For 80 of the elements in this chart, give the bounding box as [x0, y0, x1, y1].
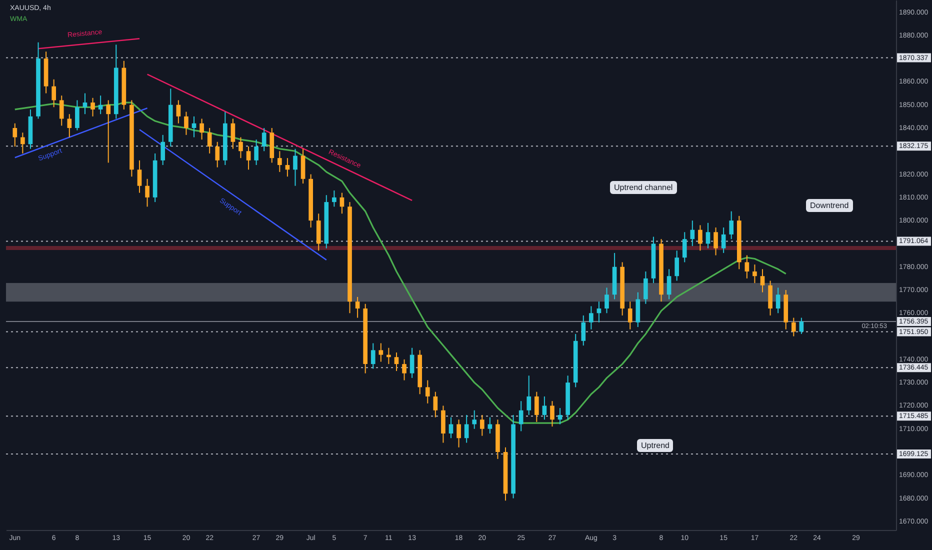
candlestick	[604, 287, 609, 314]
candlestick	[176, 100, 181, 124]
candlestick	[456, 419, 461, 448]
candlestick	[378, 342, 384, 362]
candlestick	[230, 118, 236, 150]
candlestick	[98, 95, 103, 115]
candlestick	[370, 342, 376, 370]
candlestick	[752, 264, 757, 284]
candlestick	[760, 268, 765, 293]
candlestick	[666, 268, 672, 300]
candlestick	[75, 100, 80, 131]
candlestick	[542, 396, 547, 420]
candlestick	[200, 118, 204, 140]
candlestick	[332, 190, 336, 208]
candlestick	[293, 148, 298, 186]
candlestick	[518, 400, 524, 432]
candlestick	[300, 148, 306, 184]
candlestick	[262, 127, 266, 152]
candlestick	[215, 141, 220, 168]
candlestick	[589, 306, 594, 330]
candlestick	[488, 416, 492, 434]
candlestick	[246, 146, 251, 170]
candlestick	[145, 178, 150, 208]
candlestick	[472, 410, 477, 430]
candlestick	[581, 314, 586, 346]
candlestick	[714, 227, 718, 256]
candlestick	[20, 132, 25, 154]
candlestick	[550, 400, 554, 428]
candlestick	[706, 222, 710, 249]
candlestick	[106, 100, 111, 164]
candlestick	[698, 224, 702, 252]
candlestick	[744, 254, 750, 279]
candlestick	[776, 287, 780, 314]
candlestick	[721, 227, 726, 254]
candlestick	[90, 97, 95, 117]
candlestick	[82, 92, 88, 115]
annotation: Downtrend	[806, 199, 853, 212]
candlestick	[340, 192, 344, 214]
candlestick	[12, 122, 18, 147]
candlestick	[433, 391, 438, 418]
candlestick	[160, 134, 166, 166]
candlestick	[526, 375, 532, 416]
candlestick	[67, 114, 72, 138]
candlestick	[425, 380, 430, 404]
candlestick	[184, 111, 188, 136]
candlestick	[682, 232, 687, 263]
candlestick	[192, 116, 196, 138]
candlestick	[448, 416, 454, 439]
candlestick	[59, 95, 64, 126]
candlestick	[799, 317, 804, 334]
candlestick	[285, 158, 290, 178]
candlestick	[402, 358, 406, 381]
candlestick	[410, 347, 414, 378]
annotation: Uptrend channel	[610, 181, 677, 194]
candlestick	[316, 213, 321, 252]
candlestick	[644, 270, 648, 304]
candlestick	[394, 352, 399, 372]
candlestick	[480, 414, 484, 436]
line-series	[14, 102, 787, 424]
candlestick	[355, 296, 360, 318]
candlestick	[254, 139, 258, 166]
candlestick	[558, 408, 562, 425]
candlestick	[278, 150, 282, 172]
candlestick	[137, 160, 142, 194]
candlestick	[207, 127, 212, 154]
candlestick	[441, 405, 446, 444]
candlestick	[791, 317, 796, 337]
candlestick	[768, 280, 772, 316]
candlestick	[674, 250, 680, 282]
candlestick	[628, 301, 632, 330]
candlestick	[596, 301, 602, 323]
candlestick	[386, 347, 391, 365]
candlestick	[464, 414, 469, 444]
annotation: Uptrend	[637, 439, 674, 452]
candlestick	[690, 220, 695, 247]
candlestick	[238, 136, 243, 159]
candlestick	[729, 210, 734, 240]
candlestick	[52, 78, 56, 108]
candlestick	[534, 391, 539, 422]
candlestick	[636, 292, 640, 328]
